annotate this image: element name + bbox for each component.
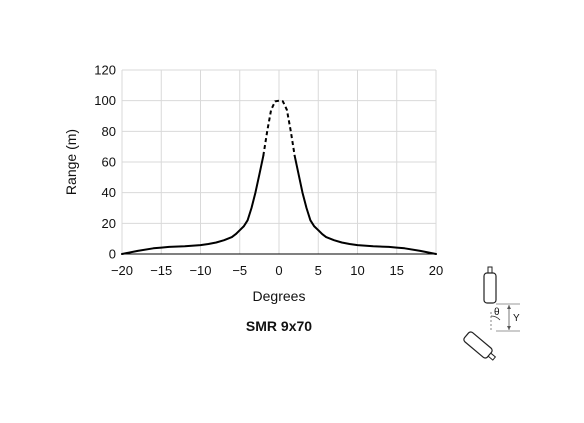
lower-sensor-icon [463,331,497,361]
y-tick-label: 100 [94,93,116,108]
y-tick-label: 0 [109,247,116,262]
x-tick-label: −5 [232,263,247,278]
angle-label: θ [494,307,500,318]
x-tick-label: −20 [111,263,133,278]
x-tick-label: 0 [275,263,282,278]
y-tick-label: 120 [94,63,116,78]
series-line-solid [293,154,437,255]
y-tick-label: 40 [102,185,116,200]
x-tick-label: 10 [350,263,364,278]
y-tick-label: 60 [102,155,116,170]
grid-lines [121,69,437,254]
upper-sensor-icon [483,266,497,304]
sensor-mount-diagram: Y θ [463,266,520,361]
x-tick-label: 15 [390,263,404,278]
x-tick-label: −15 [150,263,172,278]
angle-indicator [490,311,501,330]
tick-labels: 0 20 40 60 80 100 120 −20 −15 −10 −5 0 5 10 15 20 [94,63,443,279]
x-tick-label: 5 [315,263,322,278]
x-tick-label: −10 [189,263,211,278]
chart-title: SMR 9x70 [246,318,312,334]
offset-label: Y [513,313,520,324]
dimension-lines [496,303,520,332]
y-axis-label: Range (m) [63,129,79,195]
data-series [121,99,437,255]
x-axis-label: Degrees [253,288,306,304]
x-tick-label: 20 [429,263,443,278]
series-line-dashed [262,99,296,157]
y-tick-label: 20 [102,216,116,231]
y-tick-label: 80 [102,124,116,139]
series-line-solid [121,154,265,255]
